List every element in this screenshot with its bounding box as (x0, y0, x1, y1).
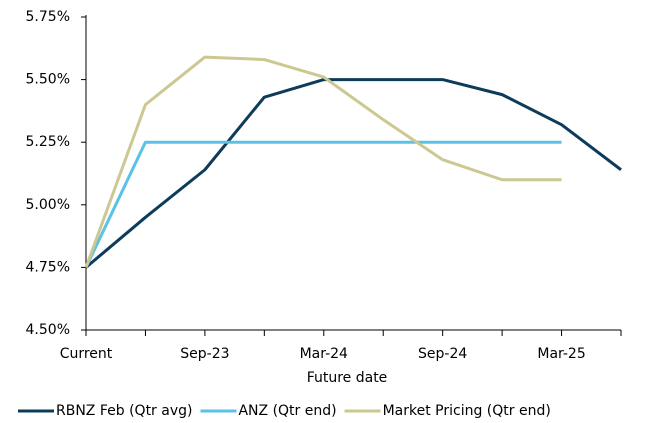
x-tick-label: Sep-23 (180, 346, 229, 362)
x-axis-label: Future date (307, 370, 388, 386)
series-line (84, 140, 562, 269)
legend-label: Market Pricing (Qtr end) (383, 403, 551, 419)
x-tick-label: Sep-24 (418, 346, 467, 362)
y-tick-label: 4.50% (26, 322, 70, 338)
x-tick-label: Mar-24 (300, 346, 348, 362)
series-line (85, 78, 622, 269)
y-tick-label: 5.25% (26, 134, 70, 150)
x-tick-label: Mar-25 (537, 346, 585, 362)
y-tick-label: 5.50% (26, 72, 70, 88)
y-tick-label: 4.75% (26, 259, 70, 275)
legend-label: ANZ (Qtr end) (238, 403, 336, 419)
y-tick-label: 5.75% (26, 9, 70, 25)
legend-label: RBNZ Feb (Qtr avg) (56, 403, 192, 419)
series-line (84, 55, 562, 268)
x-tick-label: Current (60, 346, 113, 362)
y-tick-label: 5.00% (26, 197, 70, 213)
